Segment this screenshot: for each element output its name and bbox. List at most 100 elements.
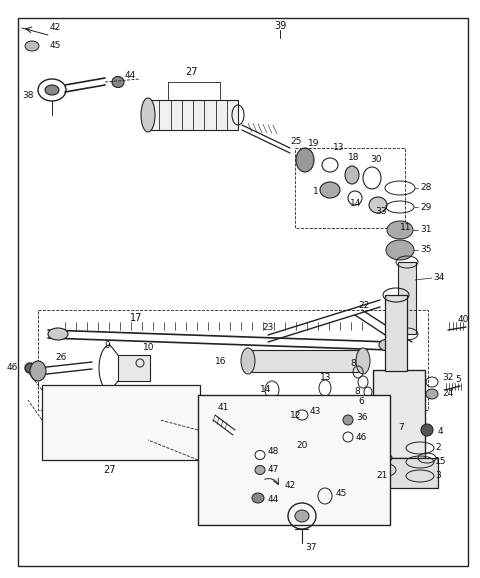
Bar bbox=[42, 385, 200, 460]
Text: 7: 7 bbox=[398, 424, 404, 432]
Text: 31: 31 bbox=[420, 225, 432, 235]
Text: 43: 43 bbox=[310, 407, 322, 417]
Text: 1: 1 bbox=[313, 187, 319, 197]
Ellipse shape bbox=[25, 363, 35, 373]
Bar bbox=[82, 390, 95, 422]
Text: 28: 28 bbox=[420, 183, 432, 192]
Bar bbox=[193, 100, 204, 130]
Text: 46: 46 bbox=[7, 364, 18, 372]
Text: 2: 2 bbox=[435, 443, 441, 453]
Ellipse shape bbox=[387, 221, 413, 239]
Text: 14: 14 bbox=[350, 199, 361, 209]
Text: 27: 27 bbox=[104, 465, 116, 475]
Text: 13: 13 bbox=[333, 143, 345, 153]
Text: 20: 20 bbox=[296, 440, 307, 450]
Text: 48: 48 bbox=[268, 447, 279, 457]
Text: 13: 13 bbox=[320, 373, 332, 383]
Text: 37: 37 bbox=[305, 543, 316, 553]
Text: 15: 15 bbox=[435, 458, 446, 466]
Text: 16: 16 bbox=[215, 358, 227, 366]
Bar bbox=[198, 395, 390, 525]
Text: 44: 44 bbox=[268, 495, 279, 505]
Bar bbox=[38, 310, 428, 410]
Text: 17: 17 bbox=[130, 313, 143, 323]
Bar bbox=[248, 350, 363, 372]
Ellipse shape bbox=[25, 41, 39, 51]
Text: 45: 45 bbox=[50, 42, 61, 50]
Text: 19: 19 bbox=[308, 139, 320, 147]
Bar bbox=[204, 100, 216, 130]
Ellipse shape bbox=[252, 493, 264, 503]
Bar bbox=[56, 390, 146, 422]
Bar bbox=[398, 262, 416, 334]
Text: 5: 5 bbox=[455, 376, 461, 384]
Bar bbox=[118, 355, 150, 381]
Bar bbox=[295, 148, 405, 228]
Text: 42: 42 bbox=[50, 24, 61, 32]
Text: 12: 12 bbox=[290, 410, 301, 420]
Ellipse shape bbox=[369, 197, 387, 213]
Text: 30: 30 bbox=[370, 155, 382, 165]
Bar bbox=[95, 390, 108, 422]
Text: 24: 24 bbox=[442, 390, 453, 398]
Text: 33: 33 bbox=[375, 208, 386, 217]
Ellipse shape bbox=[426, 389, 438, 399]
Ellipse shape bbox=[386, 240, 414, 260]
Text: 44: 44 bbox=[125, 71, 136, 80]
Text: 41: 41 bbox=[218, 403, 229, 413]
Text: 45: 45 bbox=[336, 490, 348, 498]
Text: 46: 46 bbox=[356, 432, 367, 442]
Bar bbox=[182, 100, 193, 130]
Text: 42: 42 bbox=[285, 481, 296, 491]
Bar bbox=[148, 100, 238, 130]
Ellipse shape bbox=[48, 328, 68, 340]
Text: 14: 14 bbox=[260, 386, 271, 395]
Text: 10: 10 bbox=[143, 343, 155, 353]
Text: 38: 38 bbox=[22, 91, 34, 99]
Bar bbox=[159, 100, 170, 130]
Ellipse shape bbox=[345, 166, 359, 184]
Text: 11: 11 bbox=[400, 224, 411, 232]
Ellipse shape bbox=[421, 424, 433, 436]
Text: 27: 27 bbox=[185, 67, 197, 77]
Ellipse shape bbox=[241, 348, 255, 374]
Bar bbox=[373, 370, 425, 458]
Bar bbox=[120, 390, 133, 422]
Ellipse shape bbox=[295, 510, 309, 522]
Bar bbox=[216, 100, 227, 130]
Text: 35: 35 bbox=[420, 246, 432, 254]
Text: 34: 34 bbox=[433, 273, 444, 283]
Text: 25: 25 bbox=[290, 138, 301, 146]
Text: 4: 4 bbox=[438, 428, 444, 436]
Text: 18: 18 bbox=[348, 154, 360, 162]
Ellipse shape bbox=[379, 339, 397, 351]
Text: 32: 32 bbox=[442, 373, 454, 383]
Ellipse shape bbox=[343, 415, 353, 425]
Text: 26: 26 bbox=[55, 354, 66, 362]
Text: 3: 3 bbox=[435, 472, 441, 480]
Ellipse shape bbox=[45, 85, 59, 95]
Bar bbox=[56, 390, 69, 422]
Text: 23: 23 bbox=[262, 324, 274, 332]
Text: 40: 40 bbox=[458, 316, 469, 324]
Ellipse shape bbox=[296, 148, 314, 172]
Ellipse shape bbox=[320, 182, 340, 198]
Text: 21: 21 bbox=[376, 472, 387, 480]
Text: 36: 36 bbox=[356, 413, 368, 423]
Bar bbox=[360, 458, 438, 488]
Bar bbox=[227, 100, 238, 130]
Text: 22: 22 bbox=[358, 301, 369, 309]
Bar bbox=[133, 390, 146, 422]
Bar bbox=[148, 100, 159, 130]
Bar bbox=[108, 390, 120, 422]
Ellipse shape bbox=[112, 76, 124, 87]
Text: 29: 29 bbox=[420, 202, 432, 212]
Text: 47: 47 bbox=[268, 465, 279, 475]
Text: 9: 9 bbox=[104, 340, 110, 350]
Bar bbox=[170, 100, 182, 130]
Text: 8: 8 bbox=[350, 358, 356, 368]
Ellipse shape bbox=[50, 388, 62, 424]
Bar bbox=[69, 390, 82, 422]
Ellipse shape bbox=[255, 465, 265, 475]
Text: 8: 8 bbox=[354, 387, 360, 397]
